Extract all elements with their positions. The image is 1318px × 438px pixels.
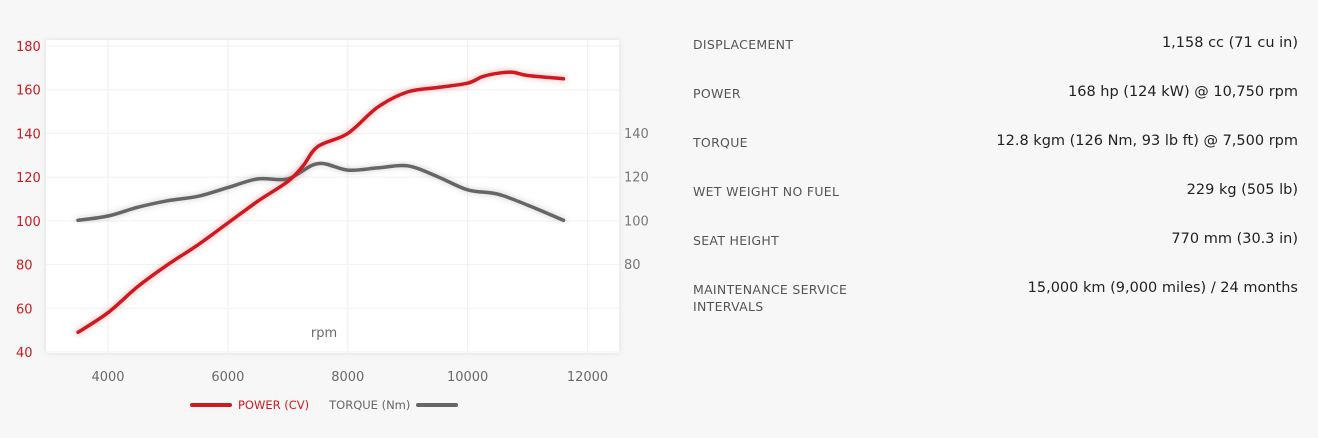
series-lines <box>74 68 567 336</box>
left-axis-tick-label: 80 <box>16 259 33 274</box>
right-axis-tick-label: 120 <box>624 171 649 186</box>
spec-label: DISPLACEMENT <box>693 37 794 52</box>
x-axis-tick-label: 8000 <box>331 370 364 385</box>
spec-value: 1,158 cc (71 cu in) <box>1161 35 1298 51</box>
spec-row-torque: TORQUE 12.8 kgm (126 Nm, 93 lb ft) @ 7,5… <box>693 126 1298 175</box>
spec-value: 229 kg (505 lb) <box>1186 182 1298 198</box>
right-axis-ticks: 80 100 120 140 <box>624 127 649 273</box>
x-axis-tick-label: 10000 <box>447 370 488 385</box>
plot-area <box>46 40 619 353</box>
grid-lines <box>46 40 619 353</box>
spec-row-wet-weight: WET WEIGHT NO FUEL 229 kg (505 lb) <box>693 175 1298 224</box>
power-line <box>76 70 566 335</box>
spec-label: POWER <box>693 86 741 101</box>
legend-torque-swatch <box>416 403 459 407</box>
torque-line <box>76 161 566 223</box>
spec-row-maintenance: MAINTENANCE SERVICE INTERVALS 15,000 km … <box>693 273 1298 322</box>
right-axis-tick-label: 100 <box>624 214 649 229</box>
left-axis-tick-label: 60 <box>16 302 33 317</box>
spec-label: WET WEIGHT NO FUEL <box>693 184 840 199</box>
x-axis-ticks: 4000 6000 8000 10000 12000 <box>91 370 608 385</box>
left-axis-tick-label: 180 <box>16 40 41 55</box>
x-axis-tick-label: 12000 <box>567 370 608 385</box>
spec-label: SEAT HEIGHT <box>693 233 780 248</box>
left-axis-ticks: 40 60 80 100 120 140 160 180 <box>16 40 41 361</box>
engine-performance-chart: 40 60 80 100 120 140 160 180 80 100 120 140 4000 60… <box>16 40 649 412</box>
legend-power-swatch <box>190 403 232 407</box>
x-axis-tick-label: 4000 <box>91 370 124 385</box>
spec-value: 12.8 kgm (126 Nm, 93 lb ft) @ 7,500 rpm <box>996 133 1298 149</box>
spec-row-seat-height: SEAT HEIGHT 770 mm (30.3 in) <box>693 224 1298 273</box>
spec-value: 770 mm (30.3 in) <box>1171 231 1298 247</box>
spec-label: TORQUE <box>693 135 748 150</box>
spec-value: 15,000 km (9,000 miles) / 24 months <box>1027 280 1298 296</box>
right-axis-tick-label: 80 <box>624 258 641 273</box>
left-axis-tick-label: 100 <box>16 215 41 230</box>
spec-row-displacement: DISPLACEMENT 1,158 cc (71 cu in) <box>693 28 1298 77</box>
left-axis-tick-label: 40 <box>16 346 33 361</box>
left-axis-tick-label: 120 <box>16 171 41 186</box>
spec-row-power: POWER 168 hp (124 kW) @ 10,750 rpm <box>693 77 1298 126</box>
right-axis-tick-label: 140 <box>624 127 649 142</box>
x-axis-label: rpm <box>311 326 337 341</box>
chart-canvas: 40 60 80 100 120 140 160 180 80 100 120 140 4000 60… <box>16 40 649 385</box>
spec-value: 168 hp (124 kW) @ 10,750 rpm <box>1068 84 1298 100</box>
spec-label: MAINTENANCE SERVICE INTERVALS <box>693 282 848 314</box>
legend-power-label: POWER (CV) <box>238 398 310 412</box>
spec-table: DISPLACEMENT 1,158 cc (71 cu in) POWER 1… <box>693 28 1298 322</box>
legend-torque-label: TORQUE (Nm) <box>329 398 411 412</box>
left-axis-tick-label: 160 <box>16 84 41 99</box>
left-axis-tick-label: 140 <box>16 127 41 142</box>
chart-legend: POWER (CV) TORQUE (Nm) <box>190 398 459 412</box>
x-axis-tick-label: 6000 <box>211 370 244 385</box>
